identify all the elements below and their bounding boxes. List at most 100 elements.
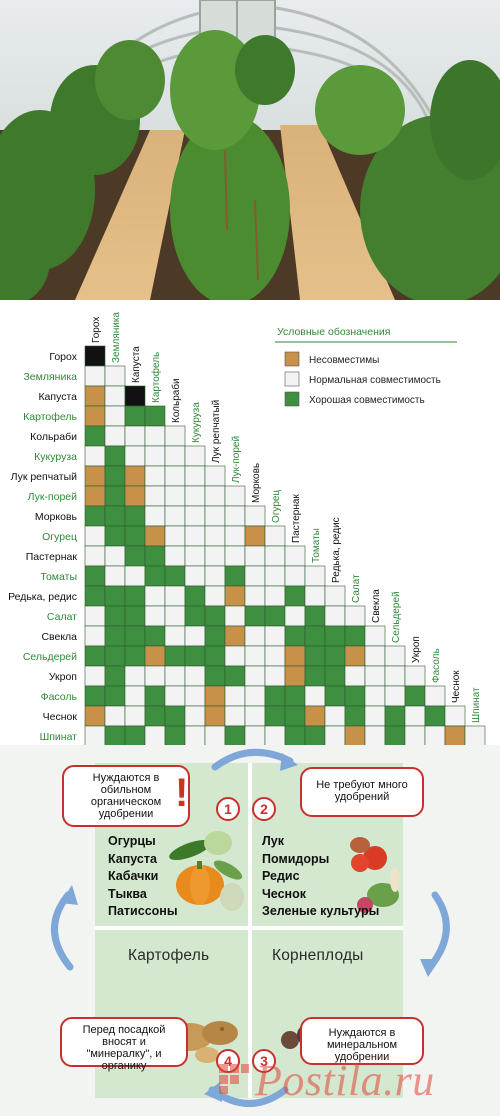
compat-cell	[84, 665, 106, 687]
compat-cell	[124, 445, 146, 467]
compat-cell	[344, 625, 366, 647]
list-item: Кабачки	[108, 869, 159, 883]
compat-cell	[184, 525, 206, 547]
compat-cell	[224, 525, 246, 547]
compat-cell	[204, 545, 226, 567]
column-label: Шпинат	[471, 687, 482, 723]
column-label: Кольраби	[170, 378, 182, 423]
compat-cell	[144, 665, 166, 687]
exclamation-icon: !	[175, 771, 189, 815]
compat-cell	[264, 705, 286, 727]
compat-cell	[124, 485, 146, 507]
diagonal-cell	[224, 485, 246, 507]
compat-cell	[104, 525, 126, 547]
compat-cell	[124, 665, 146, 687]
compat-cell	[144, 685, 166, 707]
list-item: Капуста	[108, 851, 157, 866]
list-heavy-feeders: Огурцы Капуста Кабачки Тыква Патиссоны	[108, 833, 178, 921]
compat-cell	[224, 605, 246, 627]
compat-cell	[244, 685, 266, 707]
diagonal-cell	[184, 445, 206, 467]
column-label: Кукуруза	[191, 402, 202, 443]
list-item: Тыква	[108, 886, 147, 901]
row-label: Горох	[49, 351, 77, 363]
compat-cell	[344, 665, 366, 687]
compat-cell	[144, 485, 166, 507]
compat-cell	[304, 725, 326, 745]
row-label: Лук репчатый	[11, 471, 78, 483]
row-label: Салат	[47, 611, 77, 623]
compat-cell	[424, 725, 446, 745]
compat-cell	[144, 725, 166, 745]
compat-cell	[184, 605, 206, 627]
compat-cell	[104, 405, 126, 427]
column-label: Лук репчатый	[211, 400, 222, 463]
compat-cell	[284, 625, 306, 647]
compat-cell	[284, 705, 306, 727]
compat-cell	[404, 705, 426, 727]
compat-cell	[84, 445, 106, 467]
column-label: Пастернак	[291, 494, 302, 543]
column-label: Чеснок	[451, 670, 462, 703]
compatibility-chart: Горох Земляника Капуста Картофель Кольраби Ку…	[0, 300, 500, 745]
list-item: Лук	[262, 834, 284, 848]
list-item: Редис	[262, 869, 300, 883]
compat-cell	[164, 505, 186, 527]
compat-cell	[404, 725, 426, 745]
compat-cell	[124, 545, 146, 567]
row-label: Чеснок	[43, 711, 78, 723]
column-label: Морковь	[251, 463, 262, 503]
column-label: Лук-порей	[231, 436, 242, 483]
quadrant-number-1: 1	[216, 797, 240, 821]
diagonal-cell	[124, 385, 146, 407]
compat-cell	[204, 705, 226, 727]
column-label: Капуста	[131, 346, 142, 383]
note-organic-fertilizer: Нуждаются в обильном органическом удобре…	[62, 765, 190, 827]
compat-cell	[264, 625, 286, 647]
compat-cell	[304, 605, 326, 627]
compat-cell	[124, 505, 146, 527]
compat-cell	[324, 605, 346, 627]
compat-cell	[184, 625, 206, 647]
compat-cell	[124, 585, 146, 607]
list-item: Зеленые культуры	[262, 904, 380, 918]
compat-cell	[444, 725, 466, 745]
compat-cell	[244, 585, 266, 607]
title-potato: Картофель	[128, 947, 210, 964]
diagonal-cell	[264, 525, 286, 547]
compat-cell	[124, 605, 146, 627]
crop-rotation-diagram: Нуждаются в обильном органическом удобре…	[0, 745, 500, 1116]
compat-cell	[144, 605, 166, 627]
compat-cell	[104, 465, 126, 487]
compat-cell	[244, 665, 266, 687]
compat-cell	[124, 625, 146, 647]
diagonal-cell	[324, 585, 346, 607]
compat-cell	[144, 645, 166, 667]
compat-cell	[164, 705, 186, 727]
compat-cell	[184, 505, 206, 527]
compat-cell	[124, 465, 146, 487]
compat-cell	[424, 705, 446, 727]
compat-cell	[124, 645, 146, 667]
compat-cell	[244, 545, 266, 567]
compat-cell	[84, 645, 106, 667]
compat-cell	[324, 685, 346, 707]
compat-cell	[184, 545, 206, 567]
compat-cell	[224, 505, 246, 527]
compat-cell	[84, 505, 106, 527]
column-label: Горох	[91, 317, 102, 343]
compat-cell	[84, 685, 106, 707]
column-label: Земляника	[111, 312, 122, 363]
row-label: Шпинат	[40, 731, 78, 743]
compat-cell	[204, 605, 226, 627]
compat-cell	[244, 525, 266, 547]
compat-cell	[84, 585, 106, 607]
compat-cell	[244, 625, 266, 647]
compat-cell	[184, 705, 206, 727]
compat-cell	[144, 465, 166, 487]
compat-cell	[264, 545, 286, 567]
compat-cell	[104, 425, 126, 447]
compat-cell	[264, 645, 286, 667]
compat-cell	[104, 605, 126, 627]
row-label: Сельдерей	[23, 651, 77, 663]
